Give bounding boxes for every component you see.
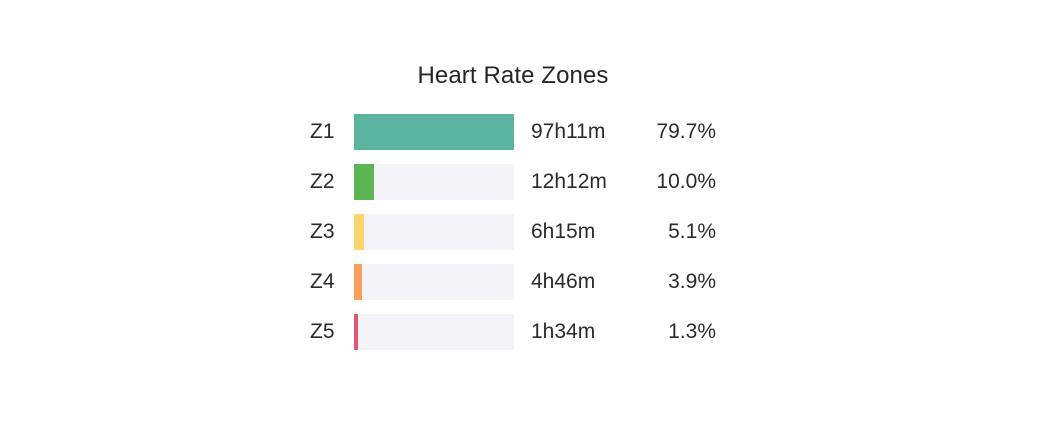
zone-duration: 1h34m: [531, 320, 596, 343]
zone-percent: 5.1%: [668, 220, 716, 243]
zone-row-z3: Z3 6h15m 5.1%: [0, 214, 1048, 250]
zone-duration: 6h15m: [531, 220, 596, 243]
zone-percent: 79.7%: [656, 120, 716, 143]
zone-duration: 97h11m: [531, 120, 606, 143]
zone-bar-fill: [354, 314, 358, 350]
zone-bar-track: [354, 214, 514, 250]
zone-label: Z1: [310, 120, 335, 143]
zone-label: Z4: [310, 270, 335, 293]
zone-percent: 3.9%: [668, 270, 716, 293]
zone-row-z1: Z1 97h11m 79.7%: [0, 114, 1048, 150]
zone-bar-track: [354, 164, 514, 200]
zone-label: Z2: [310, 170, 335, 193]
zone-bar-fill: [354, 164, 374, 200]
zone-row-z5: Z5 1h34m 1.3%: [0, 314, 1048, 350]
zone-bar-track: [354, 114, 514, 150]
zone-bar-fill: [354, 264, 362, 300]
zone-bar-fill: [354, 214, 364, 250]
zone-row-z4: Z4 4h46m 3.9%: [0, 264, 1048, 300]
zone-bar-fill: [354, 114, 514, 150]
zone-label: Z5: [310, 320, 335, 343]
zone-label: Z3: [310, 220, 335, 243]
zone-duration: 12h12m: [531, 170, 607, 193]
zone-bar-track: [354, 314, 514, 350]
zone-percent: 1.3%: [668, 320, 716, 343]
zone-duration: 4h46m: [531, 270, 596, 293]
zone-bar-track: [354, 264, 514, 300]
zone-row-z2: Z2 12h12m 10.0%: [0, 164, 1048, 200]
chart-title: Heart Rate Zones: [417, 62, 609, 89]
zone-percent: 10.0%: [656, 170, 716, 193]
